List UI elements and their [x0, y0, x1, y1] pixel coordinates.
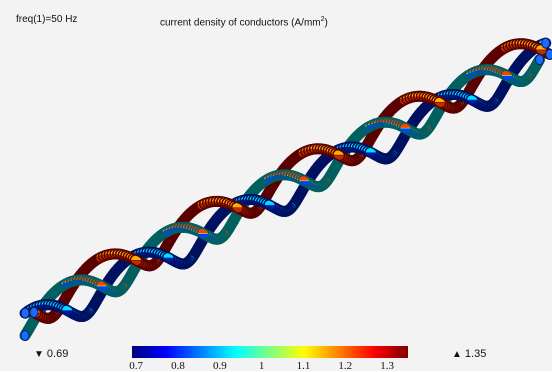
max-value: 1.35	[465, 348, 486, 360]
conductor-strand-blue	[269, 205, 271, 206]
color-scale-ticks: 0.7 0.8 0.9 1 1.1 1.2 1.3	[0, 360, 552, 372]
conductor-strand-mixed-end-cap	[536, 55, 544, 65]
min-value: 0.69	[47, 348, 68, 360]
color-scale-tick: 1.2	[338, 360, 352, 372]
color-scale-bar	[132, 346, 408, 358]
conductor-strand-mixed	[506, 75, 508, 76]
conductor-strand-mixed	[101, 285, 103, 286]
color-scale-tick: 1.1	[297, 360, 311, 372]
conductor-strand-mixed-end-cap	[21, 330, 29, 340]
triangle-up-icon: ▲	[452, 349, 462, 360]
conductor-strand-mixed	[303, 180, 305, 181]
conductor-strand-red-end-cap	[30, 307, 38, 317]
conductor-strand-red	[236, 207, 238, 208]
max-value-label: ▲1.35	[452, 348, 486, 360]
conductor-strand-red	[439, 102, 441, 103]
color-scale-tick: 0.8	[171, 360, 185, 372]
conductor-strand-mixed	[404, 128, 406, 129]
conductor-strand-blue	[167, 257, 169, 258]
triangle-down-icon: ▼	[34, 349, 44, 360]
conductor-strand-blue-end-cap	[542, 38, 550, 48]
conductor-strand-blue-end-cap	[21, 308, 29, 318]
conductor-strand-mixed	[202, 233, 204, 234]
conductor-strand-blue	[370, 152, 372, 153]
min-value-label: ▼0.69	[34, 348, 68, 360]
conductor-strand-red	[135, 260, 137, 261]
conductor-strand-red	[338, 155, 340, 156]
conductor-bundle	[21, 38, 552, 340]
color-scale-tick: 0.7	[129, 360, 143, 372]
color-scale-tick: 0.9	[213, 360, 227, 372]
conductor-strand-blue	[471, 99, 473, 100]
color-scale-tick: 1.3	[380, 360, 394, 372]
color-scale-tick: 1	[259, 360, 265, 372]
conductor-strand-blue	[66, 310, 68, 311]
conductor-strand-red	[540, 49, 542, 50]
conductor-strand-red-end-cap	[546, 49, 552, 59]
